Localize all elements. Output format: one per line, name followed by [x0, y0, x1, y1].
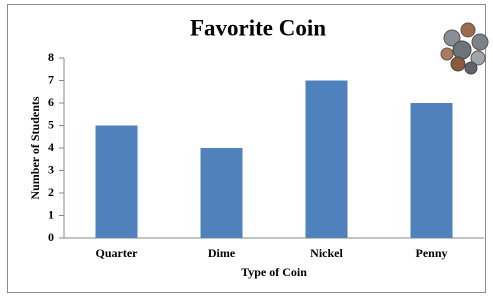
y-axis-label: Number of Students: [28, 96, 42, 199]
y-tick-label: 7: [48, 72, 54, 86]
chart-title: Favorite Coin: [190, 15, 326, 40]
chart: Favorite Coin Number of Students Type of…: [0, 0, 493, 299]
x-tick-label: Nickel: [310, 246, 343, 260]
x-tick-label: Quarter: [96, 246, 139, 260]
bar: [96, 126, 138, 239]
bar: [201, 148, 243, 238]
y-tick-label: 2: [48, 185, 54, 199]
page: Favorite Coin Number of Students Type of…: [0, 0, 493, 299]
y-tick-label: 4: [48, 140, 54, 154]
y-tick-label: 5: [48, 117, 54, 131]
y-tick-label: 8: [48, 50, 54, 64]
bar: [306, 81, 348, 239]
y-tick-label: 3: [48, 162, 54, 176]
bar: [411, 103, 453, 238]
y-tick-label: 1: [48, 207, 54, 221]
y-tick-label: 6: [48, 95, 54, 109]
x-tick-label: Dime: [208, 246, 236, 260]
x-axis-label: Type of Coin: [241, 265, 307, 279]
x-tick-label: Penny: [415, 246, 447, 260]
y-tick-label: 0: [48, 230, 54, 244]
